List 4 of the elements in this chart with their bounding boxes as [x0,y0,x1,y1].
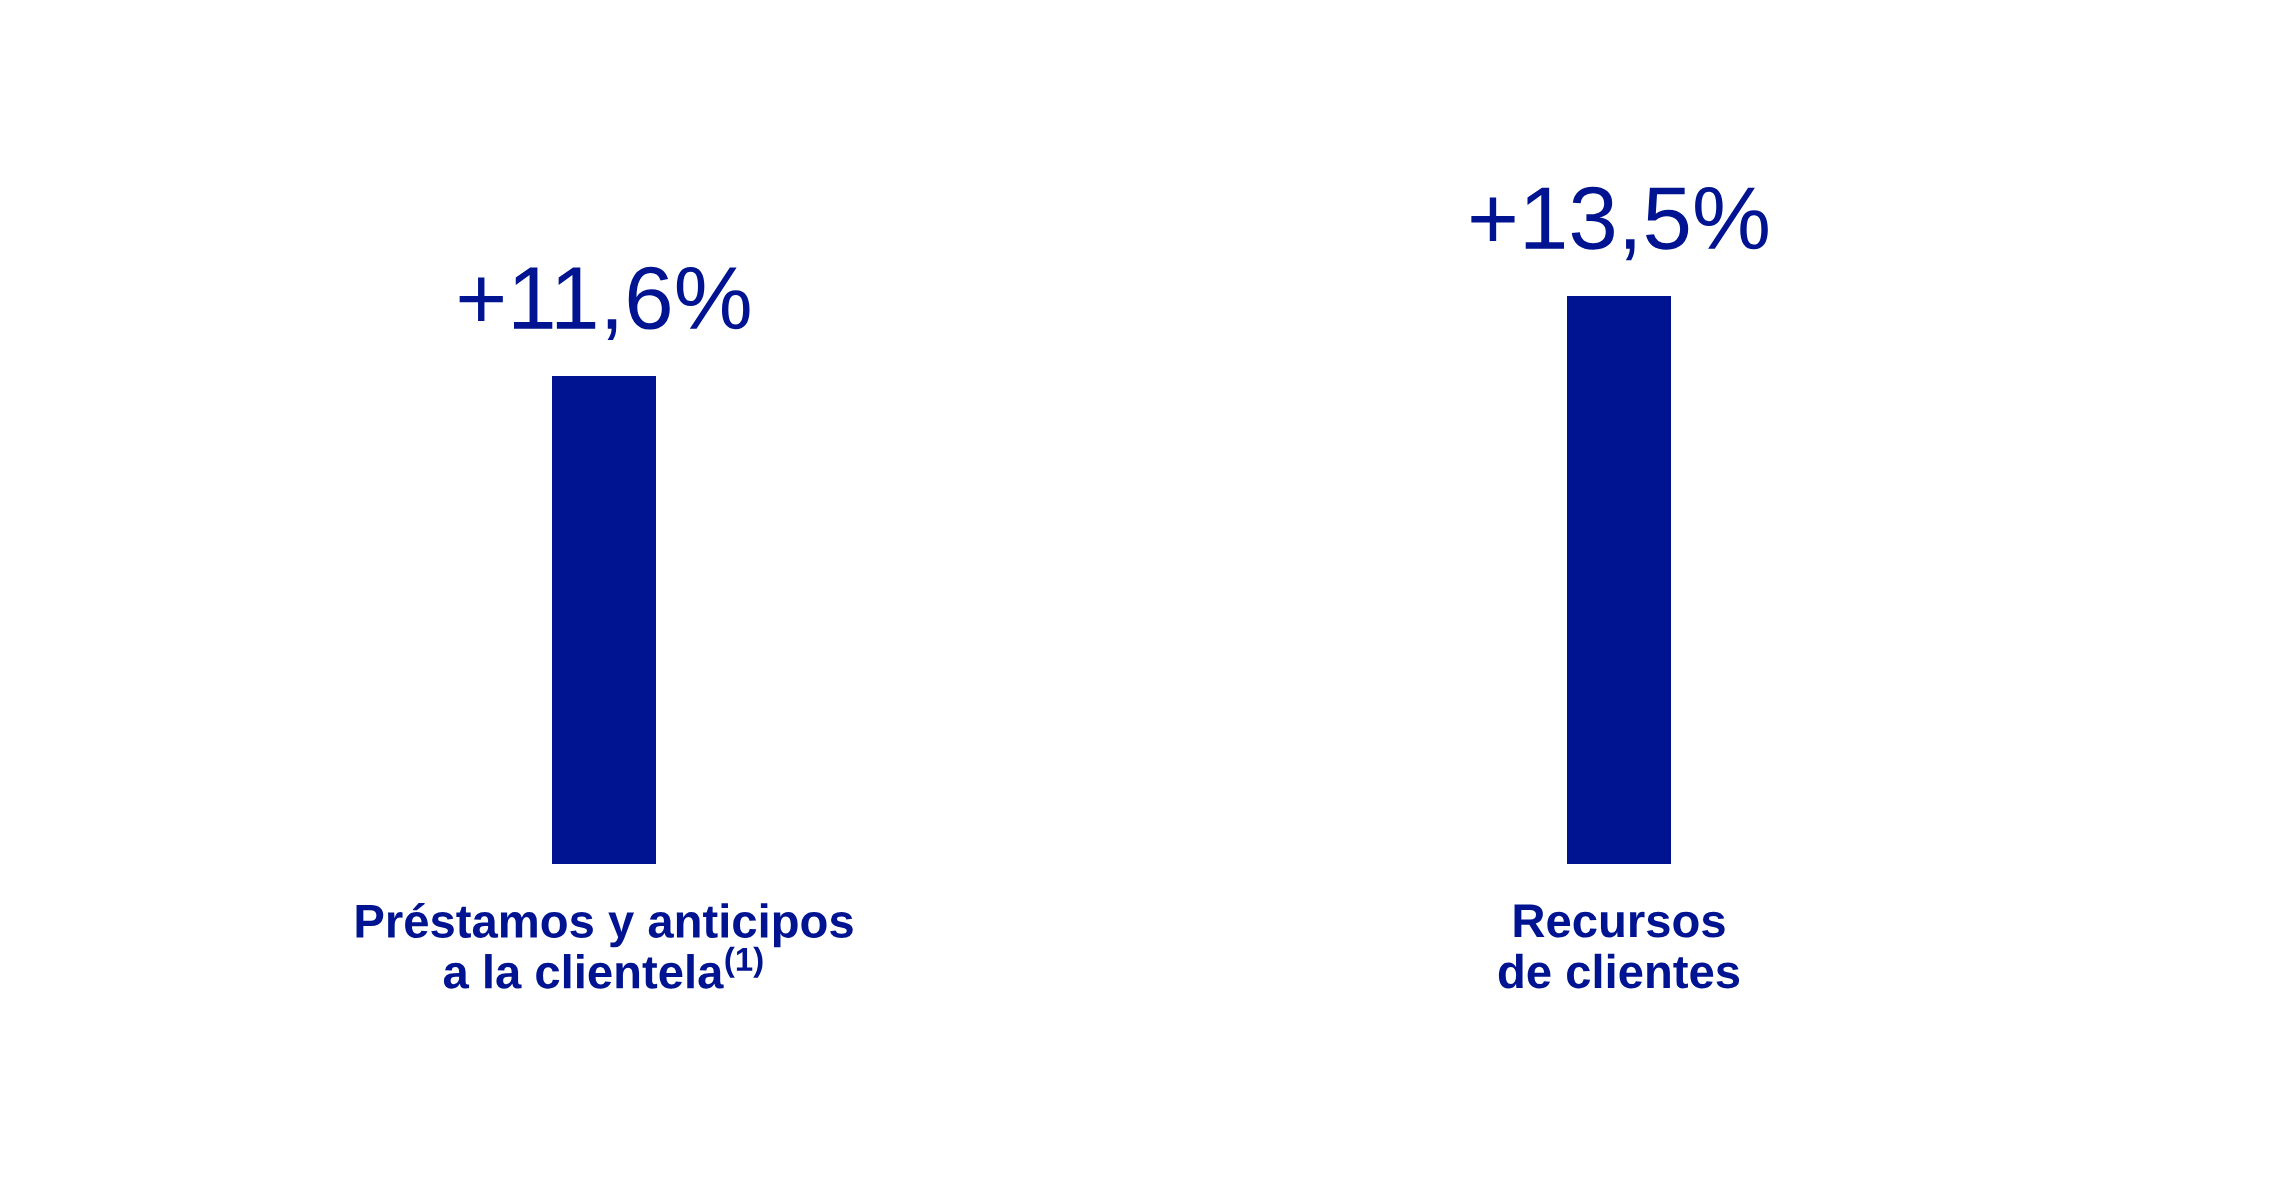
data-label: +11,6% [459,266,750,341]
x-tick-label: Préstamos y anticipos a la clientela$^{(1)}$ [356,902,853,989]
x-tick-label: Recursos de clientes [1498,904,1740,989]
data-label: +13,5% [1471,186,1768,261]
